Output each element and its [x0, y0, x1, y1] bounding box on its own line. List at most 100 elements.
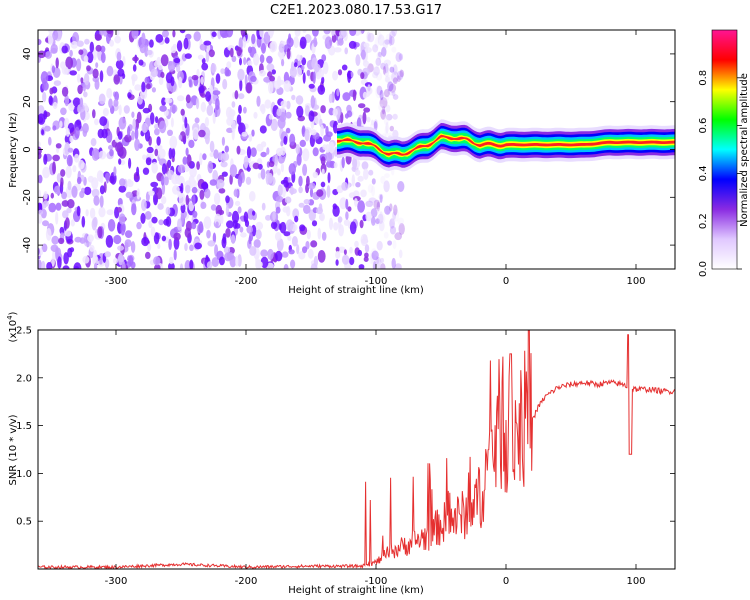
- noise-blob: [250, 147, 257, 157]
- noise-blob: [167, 129, 173, 136]
- noise-blob: [226, 127, 234, 133]
- noise-blob: [226, 220, 234, 229]
- noise-blob: [367, 184, 374, 193]
- noise-blob: [140, 212, 146, 224]
- noise-blob: [184, 227, 191, 238]
- noise-blob: [172, 30, 176, 38]
- noise-blob: [147, 243, 152, 252]
- noise-blob: [375, 57, 380, 69]
- noise-blob: [311, 57, 318, 70]
- noise-blob: [153, 232, 160, 245]
- noise-blob: [237, 68, 245, 81]
- noise-blob: [252, 210, 256, 216]
- snr-y-ticks: 0.5 1.0 1.5 2.0 2.5: [16, 326, 675, 528]
- noise-blob: [212, 112, 216, 124]
- noise-blob: [154, 144, 163, 150]
- noise-blob: [43, 110, 48, 120]
- noise-blob: [276, 238, 284, 252]
- noise-blob: [51, 235, 59, 245]
- noise-blob: [65, 165, 72, 179]
- noise-blob: [163, 218, 170, 226]
- noise-blob: [59, 120, 63, 128]
- noise-blob: [198, 129, 206, 138]
- noise-blob: [385, 104, 391, 113]
- spectrogram-y-ticks: -40 -20 0 20 40: [22, 48, 675, 253]
- noise-blob: [323, 134, 332, 142]
- noise-blob: [55, 143, 62, 149]
- noise-blob: [350, 71, 354, 78]
- noise-blob: [118, 185, 127, 193]
- noise-blob: [200, 101, 207, 113]
- noise-blob: [373, 199, 381, 210]
- noise-blob: [91, 188, 100, 198]
- noise-blob: [157, 148, 166, 159]
- noise-blob: [253, 53, 260, 66]
- noise-blob: [382, 66, 386, 75]
- noise-blob: [100, 52, 106, 64]
- noise-blob: [332, 70, 339, 81]
- noise-blob: [127, 126, 131, 137]
- noise-blob: [371, 252, 375, 266]
- noise-blob: [69, 70, 77, 76]
- noise-blob: [193, 31, 201, 42]
- noise-blob: [212, 90, 221, 96]
- noise-blob: [55, 202, 62, 211]
- noise-blob: [38, 105, 45, 117]
- noise-blob: [106, 88, 113, 99]
- noise-blob: [375, 57, 382, 66]
- noise-blob: [106, 65, 114, 77]
- noise-blob: [225, 228, 231, 238]
- noise-blob: [389, 225, 397, 235]
- noise-blob: [146, 49, 153, 56]
- noise-blob: [260, 151, 267, 158]
- noise-blob: [345, 211, 349, 220]
- noise-blob: [259, 125, 267, 134]
- noise-blob: [161, 163, 167, 175]
- noise-blob: [43, 153, 48, 165]
- noise-blob: [184, 53, 192, 59]
- noise-blob: [286, 205, 291, 217]
- noise-blob: [100, 45, 106, 53]
- noise-blob: [146, 146, 154, 154]
- noise-blob: [308, 83, 315, 89]
- noise-blob: [261, 202, 266, 211]
- noise-blob: [358, 103, 366, 109]
- noise-blob: [361, 161, 369, 170]
- noise-blob: [349, 221, 357, 235]
- noise-blob: [398, 53, 404, 61]
- noise-blob: [364, 47, 372, 53]
- noise-blob: [98, 150, 107, 160]
- noise-blob: [179, 30, 186, 34]
- noise-blob: [391, 46, 397, 53]
- noise-blob: [285, 219, 294, 232]
- noise-blob: [220, 161, 228, 168]
- noise-blob: [334, 146, 338, 158]
- noise-blob: [367, 84, 371, 92]
- noise-blob: [148, 190, 155, 196]
- noise-blob: [371, 250, 379, 261]
- noise-blob: [145, 83, 151, 90]
- noise-blob: [302, 246, 308, 254]
- noise-blob: [65, 127, 70, 137]
- noise-blob: [275, 195, 284, 203]
- noise-blob: [209, 140, 215, 153]
- noise-blob: [323, 30, 331, 35]
- noise-blob: [255, 229, 262, 240]
- noise-blob: [99, 257, 103, 265]
- noise-blob: [150, 226, 156, 237]
- noise-blob: [294, 30, 301, 37]
- noise-blob: [173, 232, 181, 241]
- noise-blob: [378, 193, 384, 200]
- noise-blob: [171, 147, 176, 159]
- noise-blob: [250, 75, 257, 82]
- noise-blob: [364, 252, 369, 258]
- noise-blob: [335, 246, 340, 253]
- noise-blob: [69, 49, 73, 57]
- noise-blob: [289, 66, 298, 78]
- noise-blob: [194, 242, 203, 250]
- noise-blob: [82, 255, 90, 264]
- noise-blob: [266, 55, 273, 64]
- noise-blob: [51, 257, 55, 267]
- noise-blob: [185, 184, 191, 194]
- noise-blob: [86, 65, 91, 72]
